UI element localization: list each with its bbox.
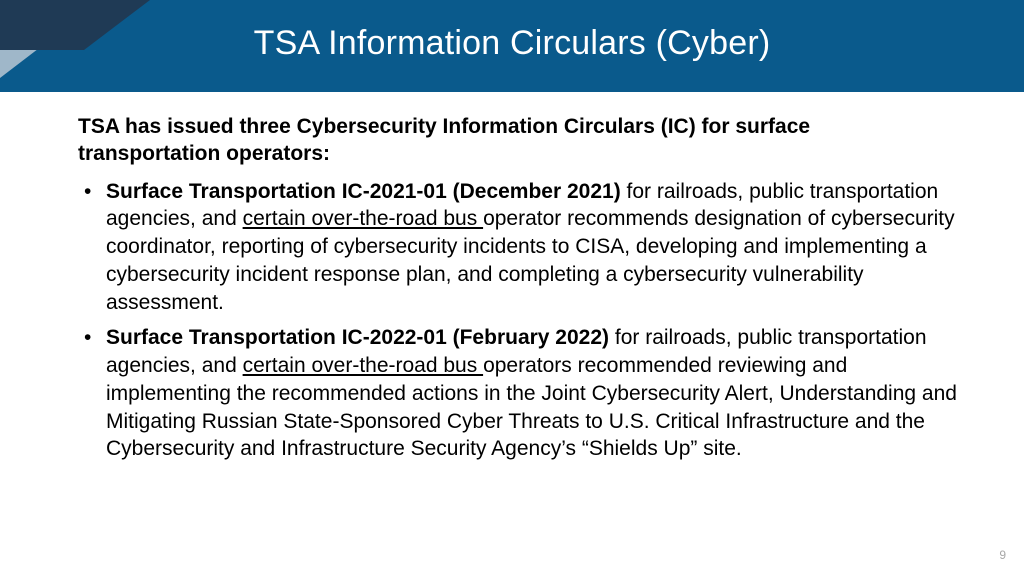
bullet-underlined: certain over-the-road bus (243, 207, 483, 230)
slide-title: TSA Information Circulars (Cyber) (0, 24, 1024, 63)
bullet-underlined: certain over-the-road bus (243, 354, 483, 377)
bullet-lead: Surface Transportation IC-2021-01 (Decem… (106, 180, 627, 203)
slide: TSA Information Circulars (Cyber) TSA ha… (0, 0, 1024, 576)
bullet-lead: Surface Transportation IC-2022-01 (Febru… (106, 326, 615, 349)
page-number: 9 (999, 548, 1006, 562)
intro-paragraph: TSA has issued three Cybersecurity Infor… (78, 114, 958, 168)
bullet-item: Surface Transportation IC-2021-01 (Decem… (78, 178, 958, 317)
bullet-item: Surface Transportation IC-2022-01 (Febru… (78, 324, 958, 463)
header-band: TSA Information Circulars (Cyber) (0, 0, 1024, 92)
bullet-list: Surface Transportation IC-2021-01 (Decem… (78, 178, 958, 463)
content-area: TSA has issued three Cybersecurity Infor… (78, 114, 958, 471)
